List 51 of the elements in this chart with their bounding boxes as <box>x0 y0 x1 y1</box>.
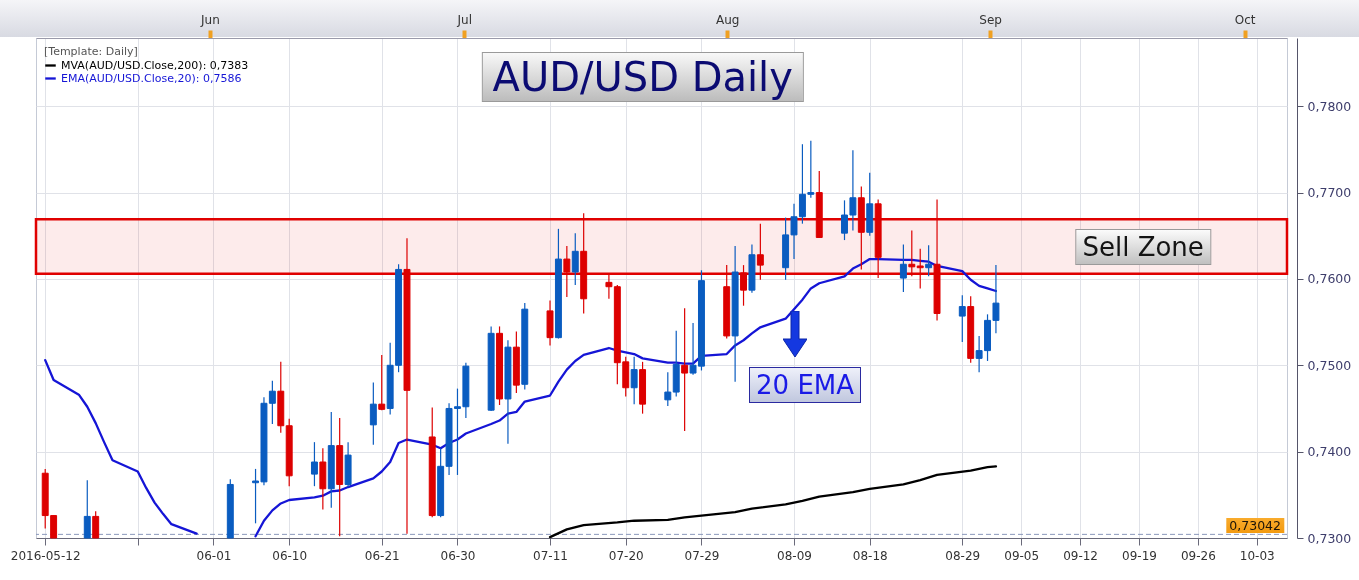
y-tick-label: 0,7700 <box>1307 185 1352 201</box>
y-tick-label: 0,7400 <box>1307 444 1352 460</box>
chart-title: AUD/USD Daily <box>481 52 804 102</box>
y-tick-label: 0,7800 <box>1307 98 1352 114</box>
x-tick-label: 06-10 <box>272 548 308 563</box>
x-tick-label: 07-20 <box>608 548 644 563</box>
band-label: Sell Zone <box>1075 228 1211 265</box>
x-tick-label: 07-29 <box>684 548 720 563</box>
candlestick <box>83 479 91 539</box>
x2-tick-label: Aug <box>716 12 740 27</box>
candlestick <box>310 441 318 487</box>
x-tick-label: 09-12 <box>1063 548 1099 563</box>
candlestick <box>563 245 571 298</box>
candlestick <box>958 294 966 343</box>
x-tick-label: 06-30 <box>440 548 476 563</box>
y-tick-label: 0,7300 <box>1307 530 1352 546</box>
x2-tick-label: Sep <box>979 12 1002 27</box>
y-tick-label: 0,7500 <box>1307 357 1352 373</box>
x-tick-label: 09-26 <box>1180 548 1216 563</box>
ref-line-label: 0,73042 <box>1226 518 1284 534</box>
candlestick <box>378 354 386 411</box>
x-tick-label: 09-05 <box>1004 548 1040 563</box>
x-tick-label: 06-01 <box>196 548 232 563</box>
x-tick-label: 07-11 <box>533 548 568 563</box>
x2-tick-label: Oct <box>1234 12 1256 27</box>
candlestick <box>571 232 579 286</box>
y-tick-label: 0,7600 <box>1307 271 1352 287</box>
legend-title: [Template: Daily] <box>44 45 138 58</box>
candlestick <box>925 244 933 277</box>
candlestick <box>916 248 924 290</box>
candlestick <box>369 381 377 446</box>
legend-label: EMA(AUD/USD.Close,20): 0,7586 <box>61 71 242 85</box>
x-tick-label: 06-21 <box>364 548 400 563</box>
x2-tick-label: Jul <box>456 12 473 27</box>
x-tick-label: 08-09 <box>777 548 812 563</box>
candlestick <box>92 510 100 539</box>
candlestick <box>681 307 689 432</box>
x-tick-label: 10-03 <box>1239 548 1275 563</box>
candlestick <box>899 243 907 293</box>
candlestick <box>630 356 638 405</box>
x-tick-label: 08-18 <box>852 548 888 563</box>
legend-label: MVA(AUD/USD.Close,200): 0,7383 <box>61 58 249 72</box>
candlestick <box>740 264 747 307</box>
candlestick <box>664 371 672 407</box>
x-tick-label: 09-19 <box>1122 548 1157 563</box>
line-series <box>548 465 998 539</box>
candlestick <box>756 223 764 281</box>
x-tick-label: 08-29 <box>945 548 981 563</box>
x-tick-label: 2016-05-12 <box>10 548 81 563</box>
annotation: 20 EMA <box>749 367 862 404</box>
x2-tick-label: Jun <box>199 12 220 27</box>
